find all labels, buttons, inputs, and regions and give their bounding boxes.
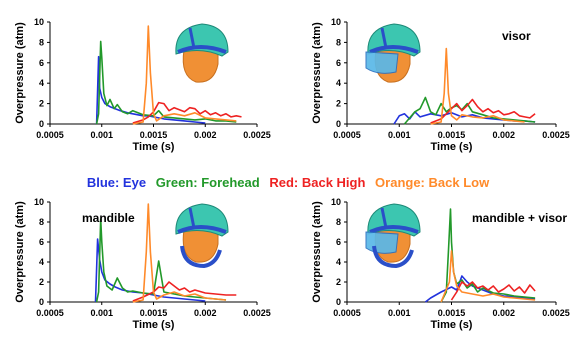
legend-entry-back-low: Orange: Back Low <box>375 175 490 190</box>
legend-entry-eye: Blue: Eye <box>86 175 147 190</box>
y-tick-label: 6 <box>39 237 44 247</box>
y-tick-label: 2 <box>39 99 44 109</box>
series-line-back-high <box>430 98 536 124</box>
x-tick-label: 0.002 <box>194 308 217 318</box>
helmet-mandible-icon <box>175 203 229 269</box>
y-tick-label: 4 <box>336 78 341 88</box>
y-tick-label: 4 <box>39 257 44 267</box>
chart-panel-3: 0 2 4 6 8 10 0.0005 0.001 0.0015 0.002 0.0025 Time … <box>14 197 271 331</box>
x-axis-label: Time (s) <box>431 141 473 153</box>
x-axis-label: Time (s) <box>133 141 175 153</box>
series-line-eye <box>393 111 536 125</box>
y-tick-label: 10 <box>331 17 341 27</box>
x-tick-label: 0.0015 <box>438 130 466 140</box>
y-tick-label: 2 <box>336 277 341 287</box>
x-tick-label: 0.0025 <box>243 308 271 318</box>
y-tick-label: 0 <box>336 119 341 129</box>
x-axis-label: Time (s) <box>431 319 473 331</box>
series-line-eye <box>95 55 206 125</box>
series-line-back-low <box>132 203 227 303</box>
x-tick-label: 0.0025 <box>542 130 570 140</box>
panel-annotation: visor <box>502 29 531 43</box>
x-tick-label: 0.001 <box>388 308 411 318</box>
series-line-back-low <box>440 250 536 303</box>
y-tick-label: 0 <box>39 119 44 129</box>
x-tick-label: 0.001 <box>90 308 113 318</box>
y-tick-label: 6 <box>39 58 44 68</box>
x-tick-label: 0.0015 <box>140 130 168 140</box>
x-tick-label: 0.0025 <box>243 130 271 140</box>
y-tick-label: 0 <box>39 297 44 307</box>
chart-panel-2: 0 2 4 6 8 10 0.0005 0.001 0.0015 0.002 0.0025 Time … <box>311 17 570 153</box>
y-tick-label: 10 <box>34 197 44 207</box>
x-tick-label: 0.0015 <box>438 308 466 318</box>
x-tick-label: 0.0005 <box>36 308 64 318</box>
series-line-forehead <box>95 218 227 303</box>
x-tick-label: 0.002 <box>492 308 515 318</box>
series-line-forehead <box>440 208 536 303</box>
y-tick-label: 8 <box>39 37 44 47</box>
y-tick-label: 10 <box>331 197 341 207</box>
y-tick-label: 6 <box>336 237 341 247</box>
x-tick-label: 0.001 <box>388 130 411 140</box>
y-axis-label: Overpressure (atm) <box>14 201 26 303</box>
x-axis-label: Time (s) <box>133 319 175 331</box>
x-tick-label: 0.001 <box>90 130 113 140</box>
x-tick-label: 0.0005 <box>333 130 361 140</box>
legend-entry-back-high: Red: Back High <box>269 175 366 190</box>
y-axis-label: Overpressure (atm) <box>311 201 323 303</box>
y-tick-label: 2 <box>39 277 44 287</box>
y-tick-label: 8 <box>39 217 44 227</box>
x-tick-label: 0.0005 <box>333 308 361 318</box>
x-tick-label: 0.0025 <box>542 308 570 318</box>
series-line-back-low <box>132 25 237 125</box>
y-tick-label: 4 <box>39 78 44 88</box>
legend-entry-forehead: Green: Forehead <box>155 175 260 190</box>
helmet-visor-icon <box>365 23 421 83</box>
x-tick-label: 0.0015 <box>140 308 168 318</box>
series-line-back-high <box>450 281 536 301</box>
x-tick-label: 0.002 <box>492 130 515 140</box>
y-tick-label: 8 <box>336 37 341 47</box>
y-tick-label: 2 <box>336 99 341 109</box>
x-tick-label: 0.002 <box>194 130 217 140</box>
series-line-back-low <box>430 47 525 125</box>
y-tick-label: 10 <box>34 17 44 27</box>
chart-panel-4: 0 2 4 6 8 10 0.0005 0.001 0.0015 0.002 0.0025 Time … <box>311 197 570 331</box>
y-axis-label: Overpressure (atm) <box>311 22 323 124</box>
y-tick-label: 0 <box>336 297 341 307</box>
y-axis-label: Overpressure (atm) <box>14 22 26 124</box>
series-line-back-high <box>132 281 237 302</box>
legend: Blue: Eye Green: Forehead Red: Back High… <box>0 175 576 190</box>
y-tick-label: 6 <box>336 58 341 68</box>
y-tick-label: 4 <box>336 257 341 267</box>
series-line-back-high <box>132 101 242 124</box>
helmet-mandible-visor-icon <box>365 203 421 269</box>
x-tick-label: 0.0005 <box>36 130 64 140</box>
panel-annotation: mandible <box>82 211 135 225</box>
y-tick-label: 8 <box>336 217 341 227</box>
series-line-forehead <box>95 40 237 125</box>
helmet-head-icon <box>175 23 229 83</box>
chart-panel-1: 0 2 4 6 8 10 0.0005 0.001 0.0015 0.002 0.0025 Time … <box>14 17 271 153</box>
panel-annotation: mandible + visor <box>472 211 567 225</box>
